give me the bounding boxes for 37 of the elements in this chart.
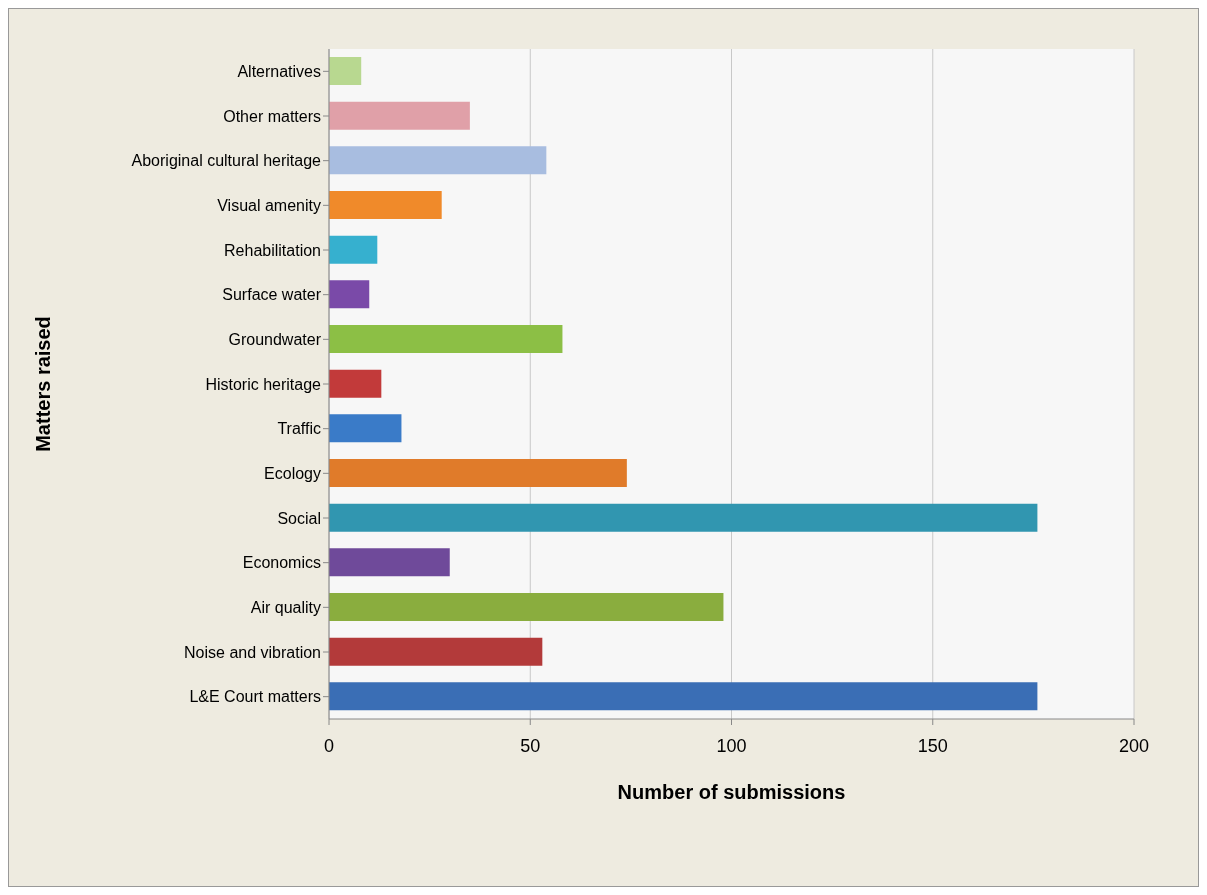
- y-tick-label: Surface water: [222, 286, 322, 304]
- x-tick-label: 200: [1118, 735, 1150, 756]
- y-tick-label: L&E Court matters: [189, 688, 321, 706]
- bar: [329, 369, 382, 398]
- y-tick-label: Visual amenity: [217, 197, 321, 215]
- bar: [329, 280, 370, 309]
- y-axis-title: Matters raised: [32, 316, 55, 452]
- y-tick-label: Historic heritage: [205, 375, 322, 393]
- bar: [329, 637, 543, 666]
- bar: [329, 414, 402, 443]
- x-tick-label: 50: [520, 735, 541, 756]
- y-tick-label: Social: [277, 509, 321, 527]
- bar: [329, 101, 470, 130]
- y-tick-label: Air quality: [250, 599, 321, 617]
- bar: [329, 503, 1038, 532]
- x-tick-label: 100: [716, 735, 747, 756]
- x-tick-label: 0: [323, 735, 335, 756]
- y-tick-label: Rehabilitation: [224, 241, 321, 259]
- x-tick-label: 150: [917, 735, 948, 756]
- y-tick-label: Alternatives: [237, 63, 321, 81]
- bar: [329, 682, 1038, 711]
- y-tick-label: Other matters: [223, 107, 321, 125]
- x-axis-title: Number of submissions: [617, 781, 846, 803]
- bar: [329, 235, 378, 264]
- bar: [329, 57, 362, 85]
- bar: [329, 146, 547, 175]
- y-tick-label: Ecology: [264, 465, 321, 483]
- bar: [329, 459, 627, 487]
- y-tick-label: Groundwater: [228, 331, 322, 349]
- bar: [329, 548, 450, 577]
- bar: [329, 325, 563, 353]
- bar: [329, 191, 442, 219]
- y-tick-label: Economics: [242, 554, 321, 572]
- y-tick-label: Noise and vibration: [184, 643, 321, 661]
- y-tick-label: Aboriginal cultural heritage: [131, 152, 322, 170]
- bar: [329, 593, 724, 621]
- y-tick-label: Traffic: [277, 420, 321, 438]
